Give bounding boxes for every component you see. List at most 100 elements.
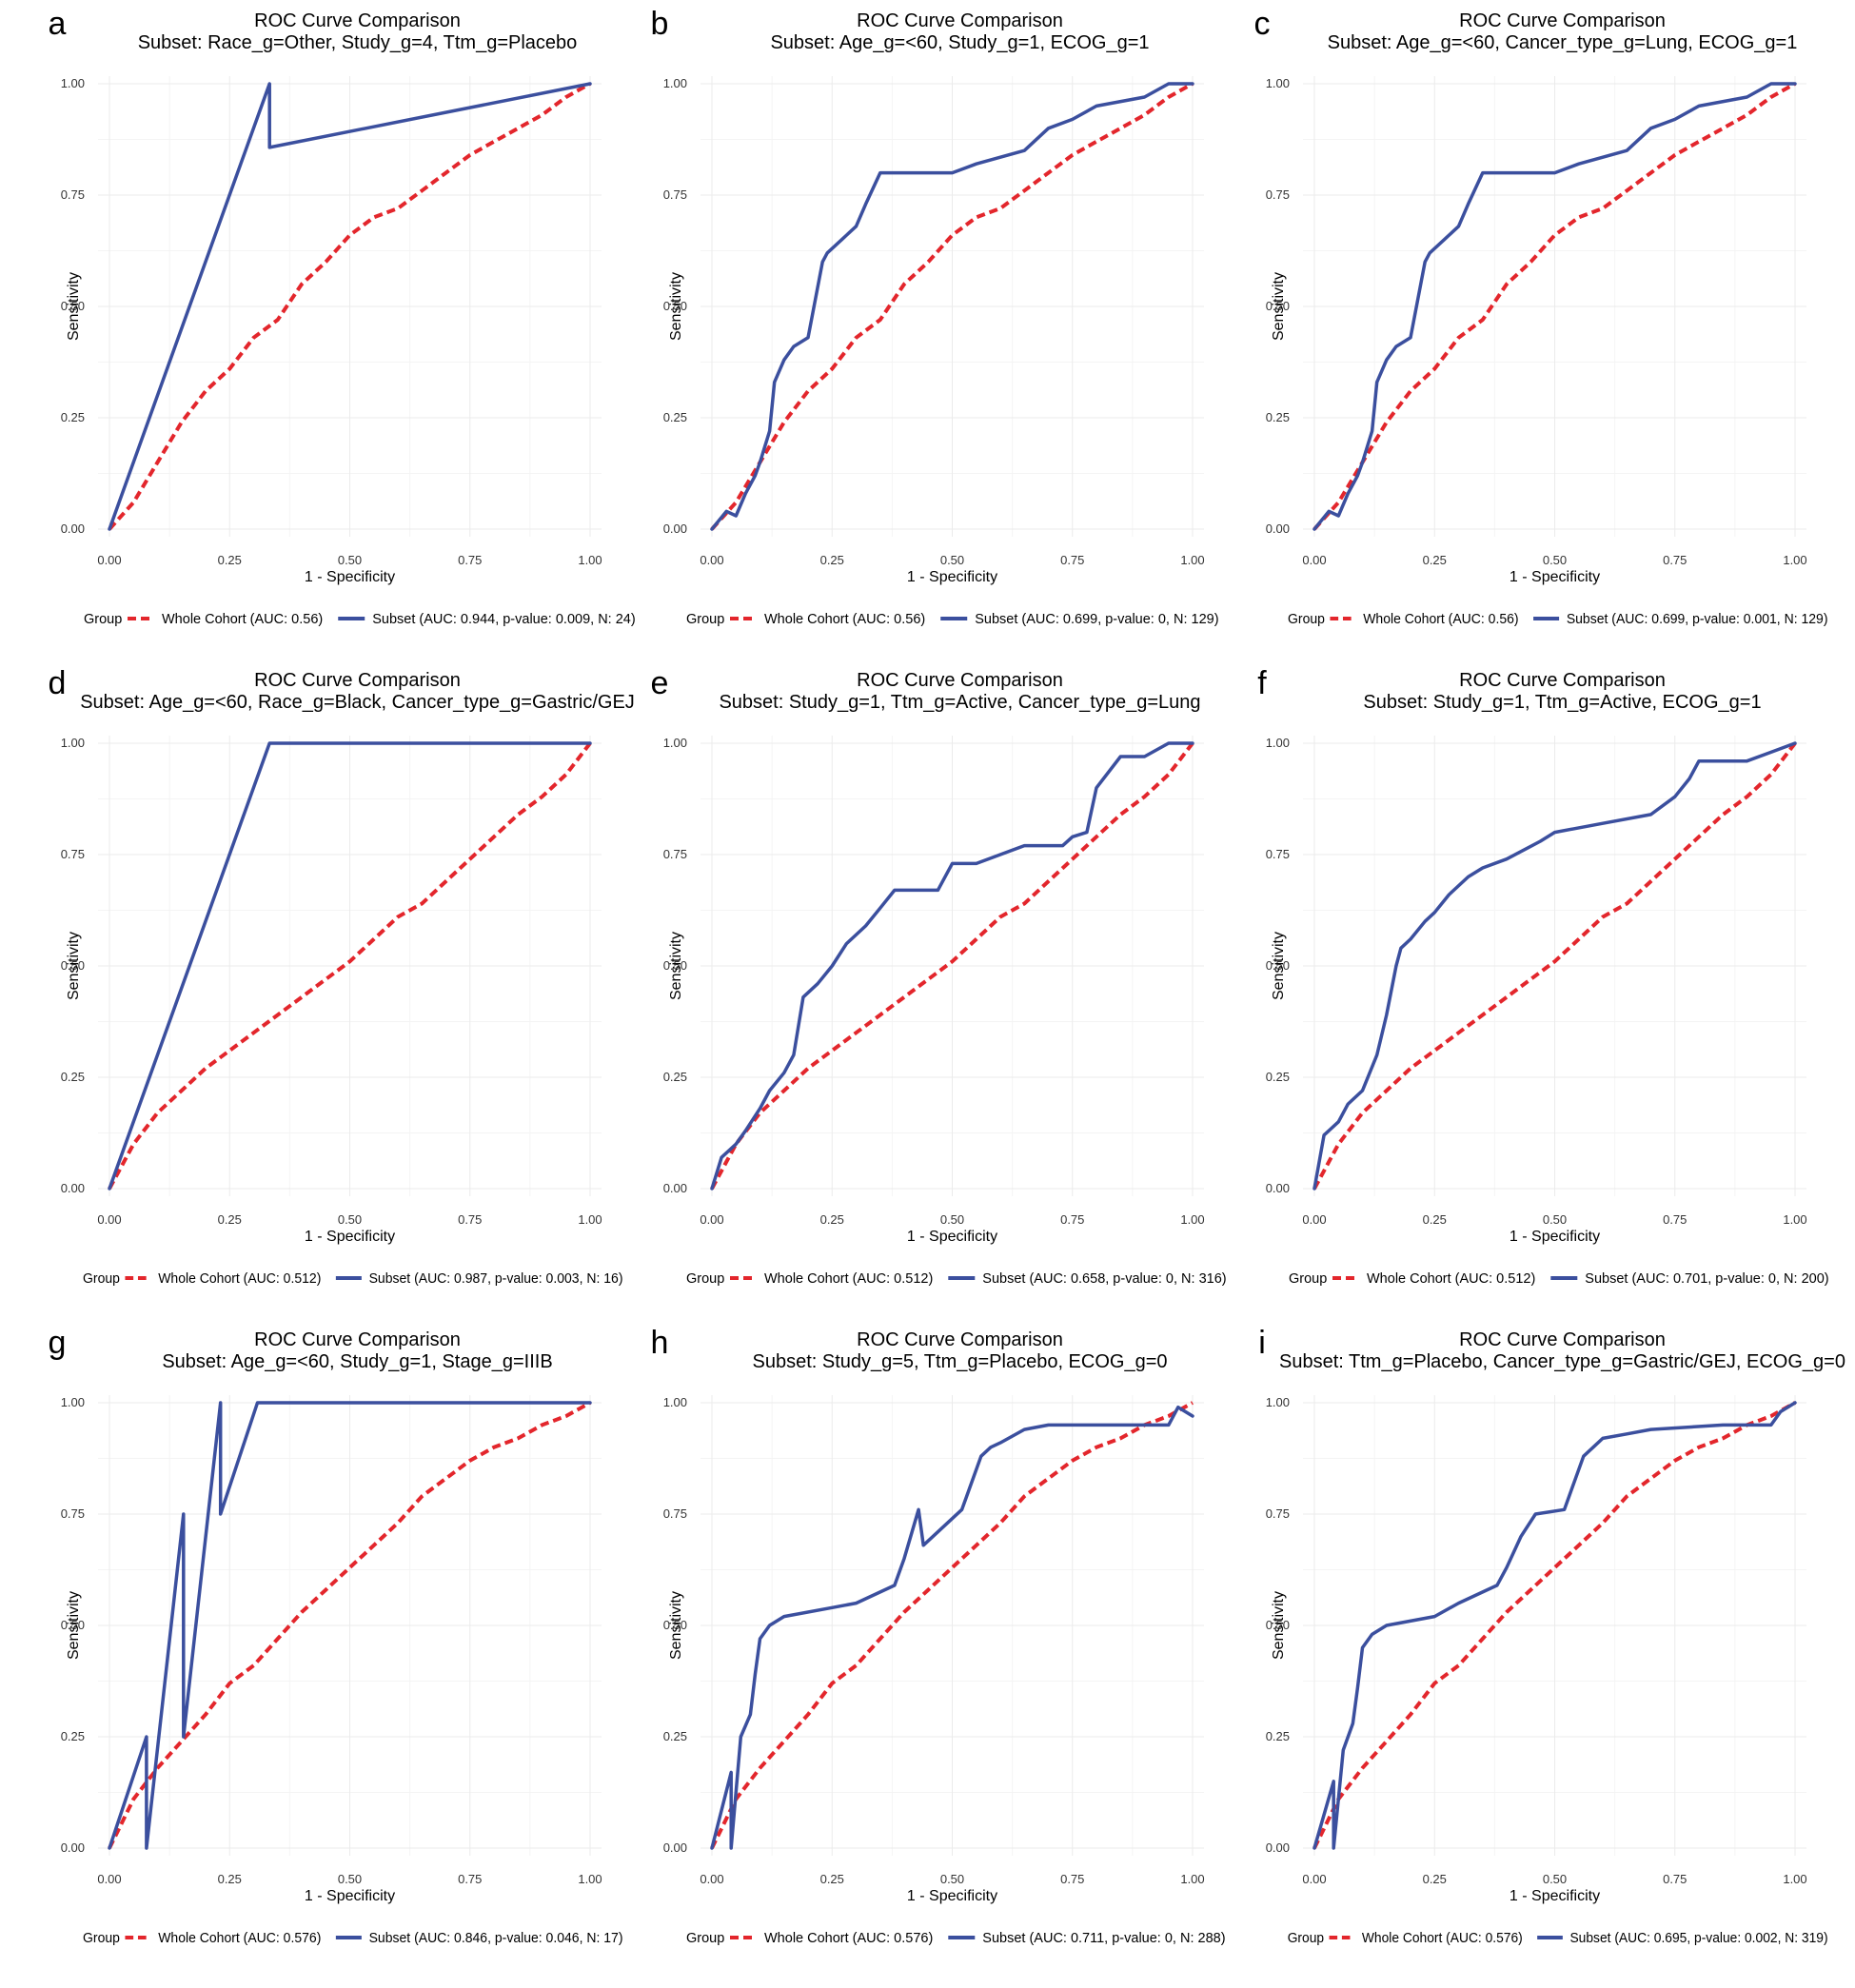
x-tick-label: 0.50 xyxy=(940,553,964,567)
x-tick-label: 1.00 xyxy=(1180,553,1204,567)
y-axis-label: Sensitivity xyxy=(66,932,82,1000)
x-tick-label: 0.75 xyxy=(1060,1212,1084,1227)
y-tick-label: 1.00 xyxy=(61,1395,85,1409)
y-tick-label: 0.00 xyxy=(663,522,687,536)
legend: Group Whole Cohort (AUC: 0.576) Subset (AU… xyxy=(686,1931,1226,1946)
x-axis-label: 1 - Specificity xyxy=(907,569,997,585)
panel-letter: d xyxy=(49,665,67,701)
y-tick-label: 0.00 xyxy=(61,522,85,536)
x-tick-label: 0.50 xyxy=(940,1212,964,1227)
legend: Group Whole Cohort (AUC: 0.576) Subset (AU… xyxy=(83,1931,622,1946)
x-tick-label: 1.00 xyxy=(578,553,602,567)
y-axis-label: Sensitivity xyxy=(1271,1591,1287,1660)
legend-label-whole-cohort: Whole Cohort (AUC: 0.512) xyxy=(158,1271,321,1287)
y-tick-label: 0.50 xyxy=(663,299,687,313)
subset-curve xyxy=(1312,741,1797,1191)
x-tick-label: 0.00 xyxy=(1302,1872,1326,1886)
roc-panel-c: 0.00 0.25 0.50 0.75 1.00 0.00 0.25 0.50 0.75 1.00… xyxy=(1254,6,1828,627)
legend-title: Group xyxy=(83,1931,120,1946)
y-tick-label: 0.50 xyxy=(663,1618,687,1632)
chart-subtitle: Subset: Study_g=1, Ttm_g=Active, ECOG_g=… xyxy=(1363,692,1761,713)
chart-title: ROC Curve Comparison xyxy=(1459,10,1666,31)
x-tick-label: 1.00 xyxy=(1783,553,1806,567)
y-tick-label: 1.00 xyxy=(1266,76,1290,90)
legend-title: Group xyxy=(686,1931,724,1946)
x-axis-label: 1 - Specificity xyxy=(907,1888,997,1904)
legend-title: Group xyxy=(686,1271,724,1287)
y-axis-label: Sensitivity xyxy=(1271,272,1287,341)
y-axis-label: Sensitivity xyxy=(66,1591,82,1660)
subset-curve xyxy=(1312,1401,1797,1850)
legend-title: Group xyxy=(1288,612,1325,627)
subset-curve xyxy=(710,741,1194,1191)
chart-subtitle: Subset: Age_g=<60, Cancer_type_g=Lung, E… xyxy=(1328,32,1798,53)
panel-letter: a xyxy=(49,6,67,42)
y-tick-label: 0.75 xyxy=(1266,1506,1290,1521)
legend-label-whole-cohort: Whole Cohort (AUC: 0.512) xyxy=(1367,1271,1535,1287)
chart-title: ROC Curve Comparison xyxy=(254,10,461,31)
x-tick-label: 0.75 xyxy=(1663,553,1687,567)
x-tick-label: 0.00 xyxy=(1302,553,1326,567)
x-tick-label: 1.00 xyxy=(1783,1212,1806,1227)
y-tick-label: 0.25 xyxy=(1266,410,1290,424)
chart-title: ROC Curve Comparison xyxy=(254,1329,461,1350)
x-tick-label: 0.00 xyxy=(700,553,723,567)
y-tick-label: 1.00 xyxy=(1266,736,1290,750)
y-tick-label: 0.75 xyxy=(663,187,687,202)
subset-curve xyxy=(108,82,592,531)
y-axis-label: Sensitivity xyxy=(668,932,684,1000)
x-tick-label: 0.25 xyxy=(1423,553,1447,567)
x-tick-label: 0.50 xyxy=(940,1872,964,1886)
y-tick-label: 0.25 xyxy=(1266,1070,1290,1084)
legend-label-whole-cohort: Whole Cohort (AUC: 0.56) xyxy=(1363,612,1518,627)
x-tick-label: 0.50 xyxy=(338,553,362,567)
y-tick-label: 0.75 xyxy=(663,1506,687,1521)
legend-label-whole-cohort: Whole Cohort (AUC: 0.576) xyxy=(764,1931,933,1946)
y-tick-label: 0.75 xyxy=(663,847,687,861)
legend-label-subset: Subset (AUC: 0.699, p-value: 0, N: 129) xyxy=(975,612,1218,627)
chart-title: ROC Curve Comparison xyxy=(857,1329,1063,1350)
roc-panel-f: 0.00 0.25 0.50 0.75 1.00 0.00 0.25 0.50 0.75 1.00… xyxy=(1257,665,1828,1287)
x-tick-label: 0.25 xyxy=(218,1212,242,1227)
chart-subtitle: Subset: Ttm_g=Placebo, Cancer_type_g=Gas… xyxy=(1279,1351,1845,1372)
legend-label-subset: Subset (AUC: 0.695, p-value: 0.002, N: 3… xyxy=(1569,1931,1827,1946)
y-axis-label: Sensitivity xyxy=(1271,932,1287,1000)
y-tick-label: 0.75 xyxy=(1266,187,1290,202)
panel-letter: b xyxy=(651,6,669,42)
y-tick-label: 1.00 xyxy=(61,736,85,750)
x-tick-label: 1.00 xyxy=(578,1872,602,1886)
roc-panel-h: 0.00 0.25 0.50 0.75 1.00 0.00 0.25 0.50 0.75 1.00… xyxy=(651,1325,1226,1946)
whole-cohort-curve xyxy=(710,1401,1194,1849)
legend-title: Group xyxy=(83,1271,120,1287)
subset-curve xyxy=(108,741,592,1191)
legend: Group Whole Cohort (AUC: 0.512) Subset (AU… xyxy=(1289,1271,1829,1287)
chart-subtitle: Subset: Study_g=5, Ttm_g=Placebo, ECOG_g… xyxy=(752,1351,1167,1372)
legend-label-subset: Subset (AUC: 0.944, p-value: 0.009, N: 2… xyxy=(372,612,635,627)
legend-label-whole-cohort: Whole Cohort (AUC: 0.576) xyxy=(158,1931,321,1946)
whole-cohort-curve xyxy=(1312,1401,1796,1849)
x-tick-label: 0.75 xyxy=(1663,1212,1687,1227)
x-tick-label: 0.00 xyxy=(1302,1212,1326,1227)
y-tick-label: 1.00 xyxy=(61,76,85,90)
legend: Group Whole Cohort (AUC: 0.56) Subset (AUC… xyxy=(84,612,636,627)
whole-cohort-curve xyxy=(710,82,1194,531)
x-tick-label: 0.25 xyxy=(218,553,242,567)
panel-letter: h xyxy=(651,1325,669,1361)
y-tick-label: 0.25 xyxy=(1266,1729,1290,1743)
y-tick-label: 0.75 xyxy=(61,1506,85,1521)
x-axis-label: 1 - Specificity xyxy=(907,1229,997,1245)
legend: Group Whole Cohort (AUC: 0.512) Subset (AU… xyxy=(686,1271,1227,1287)
x-tick-label: 1.00 xyxy=(578,1212,602,1227)
x-tick-label: 0.75 xyxy=(458,553,482,567)
x-tick-label: 0.00 xyxy=(97,553,121,567)
y-tick-label: 0.75 xyxy=(61,847,85,861)
legend-title: Group xyxy=(686,612,724,627)
chart-title: ROC Curve Comparison xyxy=(857,10,1063,31)
x-tick-label: 0.75 xyxy=(1060,553,1084,567)
legend-label-whole-cohort: Whole Cohort (AUC: 0.512) xyxy=(764,1271,933,1287)
y-tick-label: 0.25 xyxy=(663,1729,687,1743)
y-axis-label: Sensitivity xyxy=(66,272,82,341)
x-tick-label: 0.75 xyxy=(1663,1872,1687,1886)
x-tick-label: 0.25 xyxy=(1423,1212,1447,1227)
